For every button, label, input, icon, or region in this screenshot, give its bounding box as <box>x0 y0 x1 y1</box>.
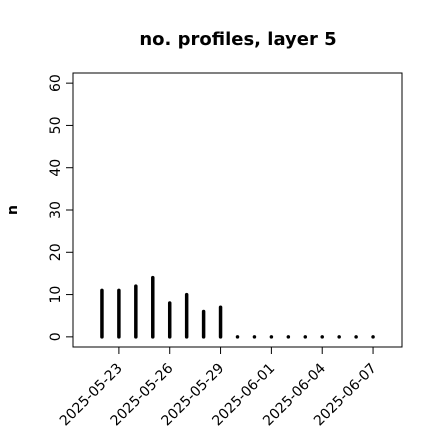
y-tick-label: 60 <box>48 74 64 92</box>
y-tick-label: 10 <box>48 286 64 304</box>
plot-frame <box>72 72 403 348</box>
y-tick-label: 20 <box>48 243 64 261</box>
y-tick-label: 50 <box>48 117 64 135</box>
y-tick-label: 40 <box>48 159 64 177</box>
y-tick-label: 30 <box>48 201 64 219</box>
y-axis-label: n <box>5 205 21 215</box>
chart-title: no. profiles, layer 5 <box>139 29 336 50</box>
y-tick-label: 0 <box>48 332 64 341</box>
